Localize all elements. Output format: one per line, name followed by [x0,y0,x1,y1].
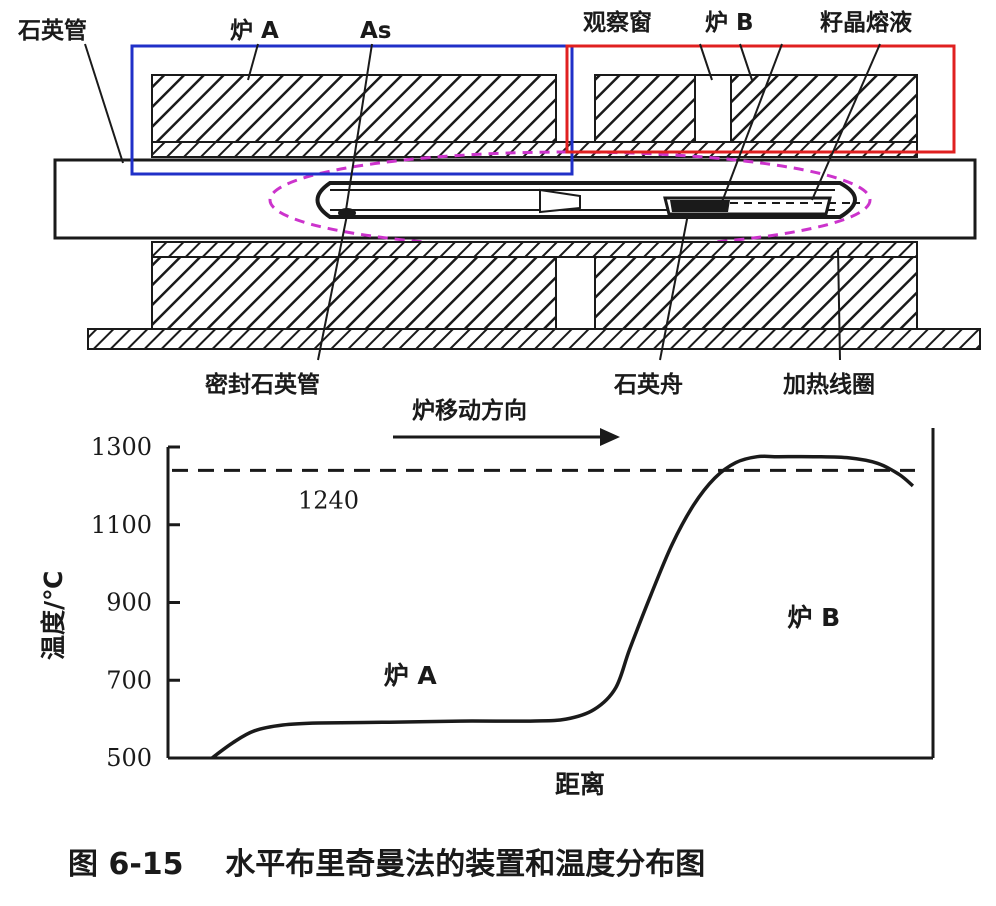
label-furnace-a: 炉 A [230,17,279,44]
label-seed-melt: 籽晶熔液 [820,9,912,36]
as-source [338,208,356,218]
label-sealed-quartz-tube: 密封石英管 [205,371,320,398]
furnace-a-top-block [151,74,557,143]
furnace-b-top-block-left [594,74,696,143]
y-tick-label: 500 [106,744,152,772]
observation-window [694,74,732,143]
x-axis-label: 距离 [555,770,605,799]
annotation-furnace-b: 炉 B [787,603,840,632]
label-as: As [360,18,392,44]
furnace-a-bottom-block [151,256,557,330]
y-tick-label: 700 [106,666,152,694]
arrow-head-icon [600,428,620,446]
furnace-b-bottom-block [594,256,918,330]
y-axis-label: 温度/℃ [39,571,68,660]
label-furnace-b: 炉 B [705,9,754,36]
furnace-b-highlight-box [565,44,956,154]
label-observation-window: 观察窗 [583,9,652,36]
temperature-curve [210,454,915,760]
heating-coil-top [151,141,918,158]
temperature-chart: 500 700 900 1100 1300 1240 炉 A 炉 B 距离 温度/℃ [39,428,935,799]
reference-line-label: 1240 [298,486,359,514]
y-tick-label: 1300 [91,433,152,461]
annotation-furnace-a: 炉 A [384,661,438,690]
heating-coil-bottom [151,241,918,258]
label-heating-coil: 加热线圈 [782,371,875,398]
apparatus: 石英管 炉 A As 观察窗 炉 B 籽晶熔液 密封石英管 石英舟 加热线圈 炉… [17,9,981,446]
melt [670,200,730,212]
label-quartz-tube: 石英管 [17,17,87,44]
label-quartz-boat: 石英舟 [613,371,683,398]
furnace-b-top-block-right [730,74,918,143]
base-rail [87,328,981,350]
figure-caption: 图 6-15 水平布里奇曼法的装置和温度分布图 [68,847,705,882]
y-tick-label: 1100 [91,511,152,539]
seed-crystal [539,188,581,214]
y-tick-label: 900 [106,589,152,617]
label-move-direction: 炉移动方向 [412,397,527,424]
